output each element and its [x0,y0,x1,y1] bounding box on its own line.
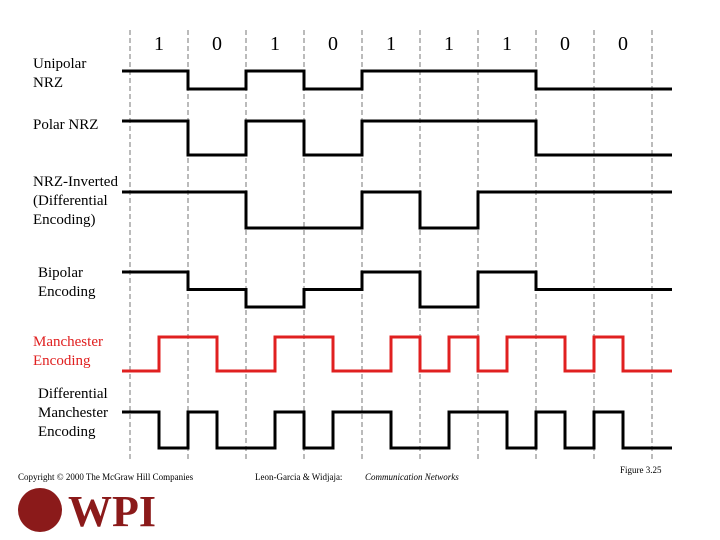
bit-label: 1 [386,33,396,55]
logo-seal [18,488,62,532]
bit-label: 1 [154,33,164,55]
waveform [122,119,672,157]
row-label: Encoding [38,424,96,440]
bit-label: 1 [502,33,512,55]
row-label: Manchester [33,334,103,350]
row-label: Encoding [38,284,96,300]
row-label: (Differential [33,193,108,209]
waveform [122,69,672,91]
bit-label: 0 [212,33,222,55]
waveform [122,335,672,373]
row-label: Encoding [33,353,91,369]
copyright: Copyright © 2000 The McGraw Hill Compani… [18,472,194,482]
book-title: Communication Networks [365,472,459,482]
row-label: Differential [38,386,108,402]
bit-label: 0 [560,33,570,55]
waveform [122,190,672,230]
waveform [122,270,672,309]
bit-label: 0 [618,33,628,55]
row-label: NRZ [33,75,63,91]
row-label: Bipolar [38,265,83,281]
logo: WPI [68,487,156,536]
waveform [122,410,672,450]
row-label: Encoding) [33,212,95,228]
figure-number: Figure 3.25 [620,465,662,475]
row-label: NRZ-Inverted [33,174,118,190]
row-label: Unipolar [33,56,86,72]
row-label: Polar NRZ [33,117,98,133]
bit-label: 1 [270,33,280,55]
bit-label: 1 [444,33,454,55]
row-label: Manchester [38,405,108,421]
authors: Leon-Garcia & Widjaja: [255,472,342,482]
bit-label: 0 [328,33,338,55]
